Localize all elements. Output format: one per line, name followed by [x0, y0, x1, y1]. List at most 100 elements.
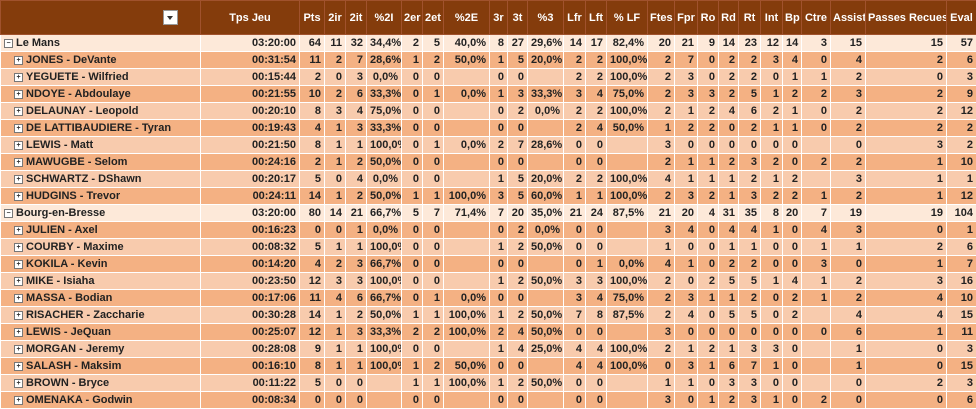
- value-cell: 0: [422, 272, 444, 290]
- value-cell: 2: [507, 221, 528, 239]
- value-cell: 16: [946, 272, 976, 290]
- value-cell: 1: [718, 340, 739, 358]
- value-cell: [366, 391, 402, 409]
- value-cell: 3: [324, 272, 346, 290]
- name-text: MAWUGBE - Selom: [26, 156, 128, 168]
- expand-toggle[interactable]: −: [4, 208, 13, 218]
- expand-toggle[interactable]: +: [14, 293, 23, 303]
- value-cell: 1: [563, 187, 586, 205]
- value-cell: 1: [865, 323, 947, 341]
- value-cell: 33,3%: [366, 85, 402, 103]
- value-cell: 100,0%: [366, 357, 402, 375]
- value-cell: 50,0%: [606, 119, 648, 137]
- name-text: MASSA - Bodian: [26, 292, 113, 304]
- value-cell: 5: [507, 170, 528, 188]
- column-header: Ftes: [647, 0, 675, 35]
- value-cell: 1: [401, 374, 423, 392]
- value-cell: [366, 374, 402, 392]
- value-cell: 4: [830, 306, 866, 324]
- value-cell: 4: [507, 323, 528, 341]
- value-cell: 5: [718, 272, 739, 290]
- value-cell: 3: [674, 289, 698, 307]
- name-text: MIKE - Isiaha: [26, 275, 95, 287]
- value-cell: 2: [830, 272, 866, 290]
- value-cell: 3: [507, 85, 528, 103]
- expand-toggle[interactable]: +: [14, 378, 23, 388]
- column-header: 2it: [345, 0, 367, 35]
- filter-dropdown[interactable]: [163, 10, 178, 25]
- value-cell: 1: [674, 255, 698, 273]
- value-cell: 50,0%: [366, 153, 402, 171]
- value-cell: 1: [830, 340, 866, 358]
- expand-toggle[interactable]: +: [14, 276, 23, 286]
- value-cell: 1: [718, 238, 739, 256]
- value-cell: 00:16:23: [200, 221, 300, 239]
- column-header: 3r: [489, 0, 508, 35]
- value-cell: 2: [718, 391, 739, 409]
- expand-toggle[interactable]: +: [14, 123, 23, 133]
- value-cell: [527, 255, 564, 273]
- name-text: KOKILA - Kevin: [26, 258, 108, 270]
- value-cell: 21: [647, 204, 675, 222]
- value-cell: 0: [422, 68, 444, 86]
- expand-toggle[interactable]: +: [14, 327, 23, 337]
- value-cell: 2: [563, 102, 586, 120]
- player-row: + JULIEN - Axel 00:16:23 0 0 1 0,0% 0 0 0 2 0,0% 0 0 3…: [0, 221, 976, 239]
- expand-toggle[interactable]: +: [14, 259, 23, 269]
- expand-toggle[interactable]: +: [14, 72, 23, 82]
- value-cell: 0: [647, 357, 675, 375]
- value-cell: 0: [697, 255, 719, 273]
- expand-toggle[interactable]: +: [14, 395, 23, 405]
- value-cell: 21: [674, 34, 698, 52]
- player-row: + BROWN - Bryce 00:11:22 5 0 0 1 1 100,0% 1 2 50,0%…: [0, 374, 976, 392]
- expand-toggle[interactable]: +: [14, 157, 23, 167]
- value-cell: 5: [401, 204, 423, 222]
- expand-toggle[interactable]: +: [14, 344, 23, 354]
- expand-toggle[interactable]: +: [14, 361, 23, 371]
- value-cell: 29,6%: [527, 34, 564, 52]
- name-cell: + COURBY - Maxime: [0, 238, 201, 256]
- expand-toggle[interactable]: +: [14, 225, 23, 235]
- expand-toggle[interactable]: +: [14, 55, 23, 65]
- value-cell: [443, 68, 490, 86]
- value-cell: 3: [647, 221, 675, 239]
- value-cell: 2: [718, 51, 739, 69]
- value-cell: 75,0%: [606, 85, 648, 103]
- expand-toggle[interactable]: +: [14, 174, 23, 184]
- value-cell: 1: [489, 85, 508, 103]
- value-cell: 2: [489, 323, 508, 341]
- value-cell: 87,5%: [606, 204, 648, 222]
- value-cell: 0: [801, 119, 831, 137]
- name-text: JULIEN - Axel: [26, 224, 98, 236]
- expand-toggle[interactable]: −: [4, 38, 13, 48]
- value-cell: 00:21:50: [200, 136, 300, 154]
- column-header: % LF: [606, 0, 648, 35]
- value-cell: 0: [697, 68, 719, 86]
- value-cell: 1: [324, 340, 346, 358]
- name-cell: + JULIEN - Axel: [0, 221, 201, 239]
- value-cell: 1: [422, 187, 444, 205]
- expand-toggle[interactable]: +: [14, 140, 23, 150]
- value-cell: 0: [422, 153, 444, 171]
- value-cell: 4: [865, 289, 947, 307]
- column-header: Pts: [299, 0, 325, 35]
- value-cell: 1: [697, 391, 719, 409]
- value-cell: 100,0%: [443, 374, 490, 392]
- column-header: 2er: [401, 0, 423, 35]
- value-cell: 0: [489, 289, 508, 307]
- value-cell: 2: [647, 51, 675, 69]
- value-cell: 1: [760, 272, 783, 290]
- value-cell: 2: [563, 68, 586, 86]
- expand-toggle[interactable]: +: [14, 242, 23, 252]
- value-cell: 1: [801, 238, 831, 256]
- expand-toggle[interactable]: +: [14, 106, 23, 116]
- expand-toggle[interactable]: +: [14, 191, 23, 201]
- value-cell: 0: [489, 153, 508, 171]
- value-cell: 1: [865, 187, 947, 205]
- expand-toggle[interactable]: +: [14, 89, 23, 99]
- name-text: COURBY - Maxime: [26, 241, 124, 253]
- player-row: +MIKE - Isiaha00:23:501233100,0%001250,0…: [0, 272, 976, 290]
- value-cell: 5: [718, 306, 739, 324]
- value-cell: 4: [782, 272, 802, 290]
- expand-toggle[interactable]: +: [14, 310, 23, 320]
